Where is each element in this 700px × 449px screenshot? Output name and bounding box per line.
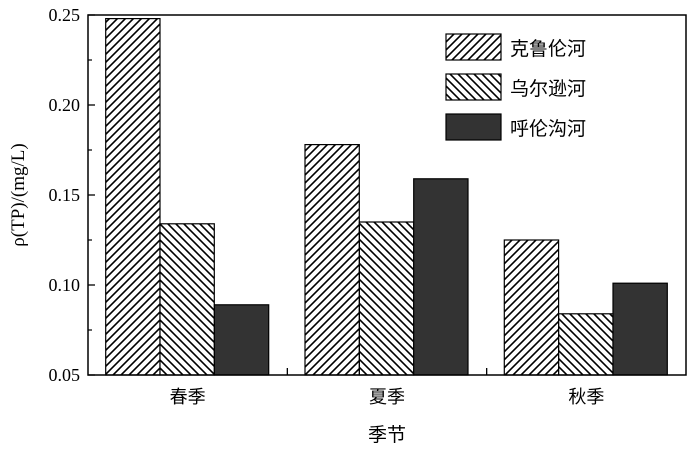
x-axis-title: 季节 bbox=[368, 424, 406, 446]
y-axis-title: ρ(TP)/(mg/L) bbox=[8, 143, 29, 246]
y-tick-label: 0.05 bbox=[49, 365, 81, 385]
bar-1-2 bbox=[304, 144, 360, 376]
x-tick-label: 秋季 bbox=[568, 387, 604, 408]
x-tick-label: 夏季 bbox=[369, 387, 405, 408]
y-tick-label: 0.20 bbox=[49, 95, 81, 115]
legend-label: 克鲁伦河 bbox=[510, 38, 586, 60]
y-tick-label: 0.10 bbox=[49, 275, 81, 295]
legend-label: 呼伦沟河 bbox=[510, 118, 586, 140]
bar-3-3 bbox=[612, 282, 668, 376]
bar-2-3 bbox=[558, 313, 614, 376]
legend-swatch bbox=[445, 33, 502, 61]
bar-3-2 bbox=[413, 178, 469, 376]
legend-label: 乌尔逊河 bbox=[510, 78, 586, 100]
legend-swatch bbox=[445, 73, 502, 101]
bar-2-2 bbox=[358, 221, 415, 376]
x-tick-label: 春季 bbox=[170, 387, 206, 408]
y-axis-ticks: 0.05 0.10 0.15 0.20 0.25 bbox=[49, 5, 95, 385]
bar-1-3 bbox=[503, 239, 560, 376]
y-tick-label: 0.25 bbox=[49, 5, 81, 25]
bar-2-1 bbox=[159, 223, 215, 376]
y-tick-label: 0.15 bbox=[49, 185, 81, 205]
bar-1-1 bbox=[105, 18, 161, 376]
bars-layer bbox=[105, 18, 668, 376]
legend-swatch bbox=[445, 113, 502, 141]
bar-3-1 bbox=[213, 304, 270, 376]
x-axis-ticks: 春季 夏季 秋季 bbox=[170, 368, 604, 408]
